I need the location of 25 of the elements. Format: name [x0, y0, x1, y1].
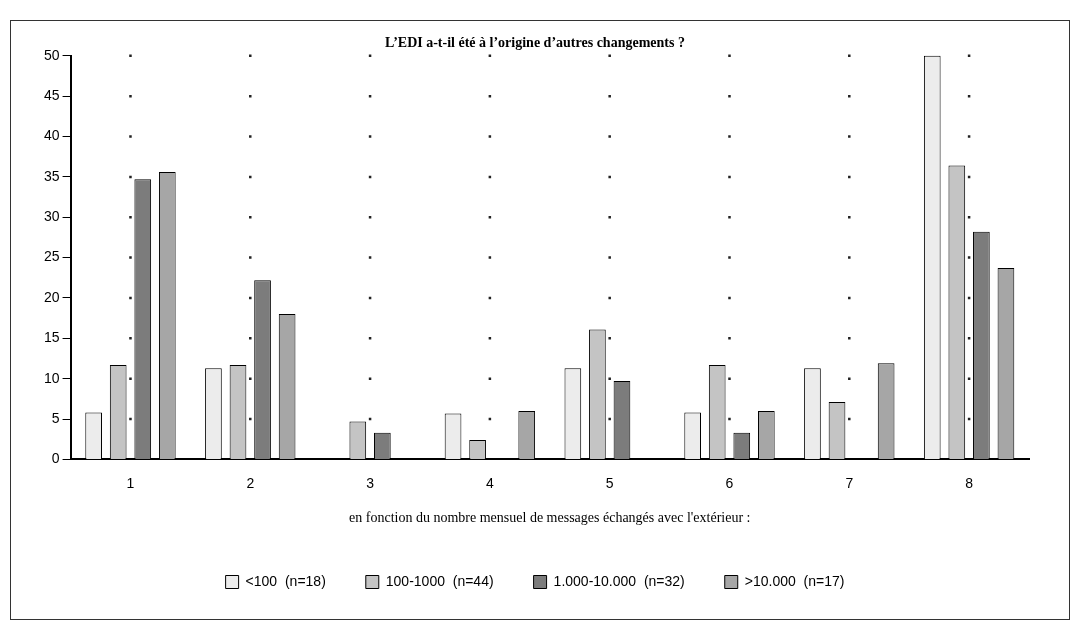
legend-label: >10.000 (n=17)	[744, 572, 845, 589]
y-tick-label: 20	[43, 288, 60, 305]
x-tick-label: 1	[126, 474, 135, 491]
x-tick-label: 4	[485, 474, 494, 491]
y-tick-label: 40	[43, 127, 60, 144]
y-tick-label: 35	[43, 167, 60, 184]
x-tick-label: 7	[845, 474, 854, 491]
legend-label: 1.000-10.000 (n=32)	[553, 572, 685, 589]
x-tick-label: 2	[246, 474, 255, 491]
x-tick-label: 6	[725, 474, 734, 491]
y-tick-label: 25	[43, 248, 60, 265]
y-tick-label: 15	[43, 329, 60, 346]
x-axis-title: en fonction du nombre mensuel de messages échangés avec l'extérieur :	[349, 510, 751, 526]
x-tick-label: 3	[366, 474, 375, 491]
y-tick-label: 0	[51, 450, 60, 467]
y-tick-label: 45	[43, 87, 60, 104]
legend-label: 100-1000 (n=44)	[385, 572, 494, 589]
y-tick-label: 50	[43, 46, 60, 63]
x-tick-label: 5	[605, 474, 614, 491]
y-tick-label: 5	[51, 409, 60, 426]
chart-title: L’EDI a-t-il été à l’origine d’autres changements ?	[385, 35, 685, 51]
legend-label: <100 (n=18)	[245, 572, 326, 589]
y-tick-label: 10	[43, 369, 60, 386]
x-tick-label: 8	[965, 474, 974, 491]
y-tick-label: 30	[43, 208, 60, 225]
